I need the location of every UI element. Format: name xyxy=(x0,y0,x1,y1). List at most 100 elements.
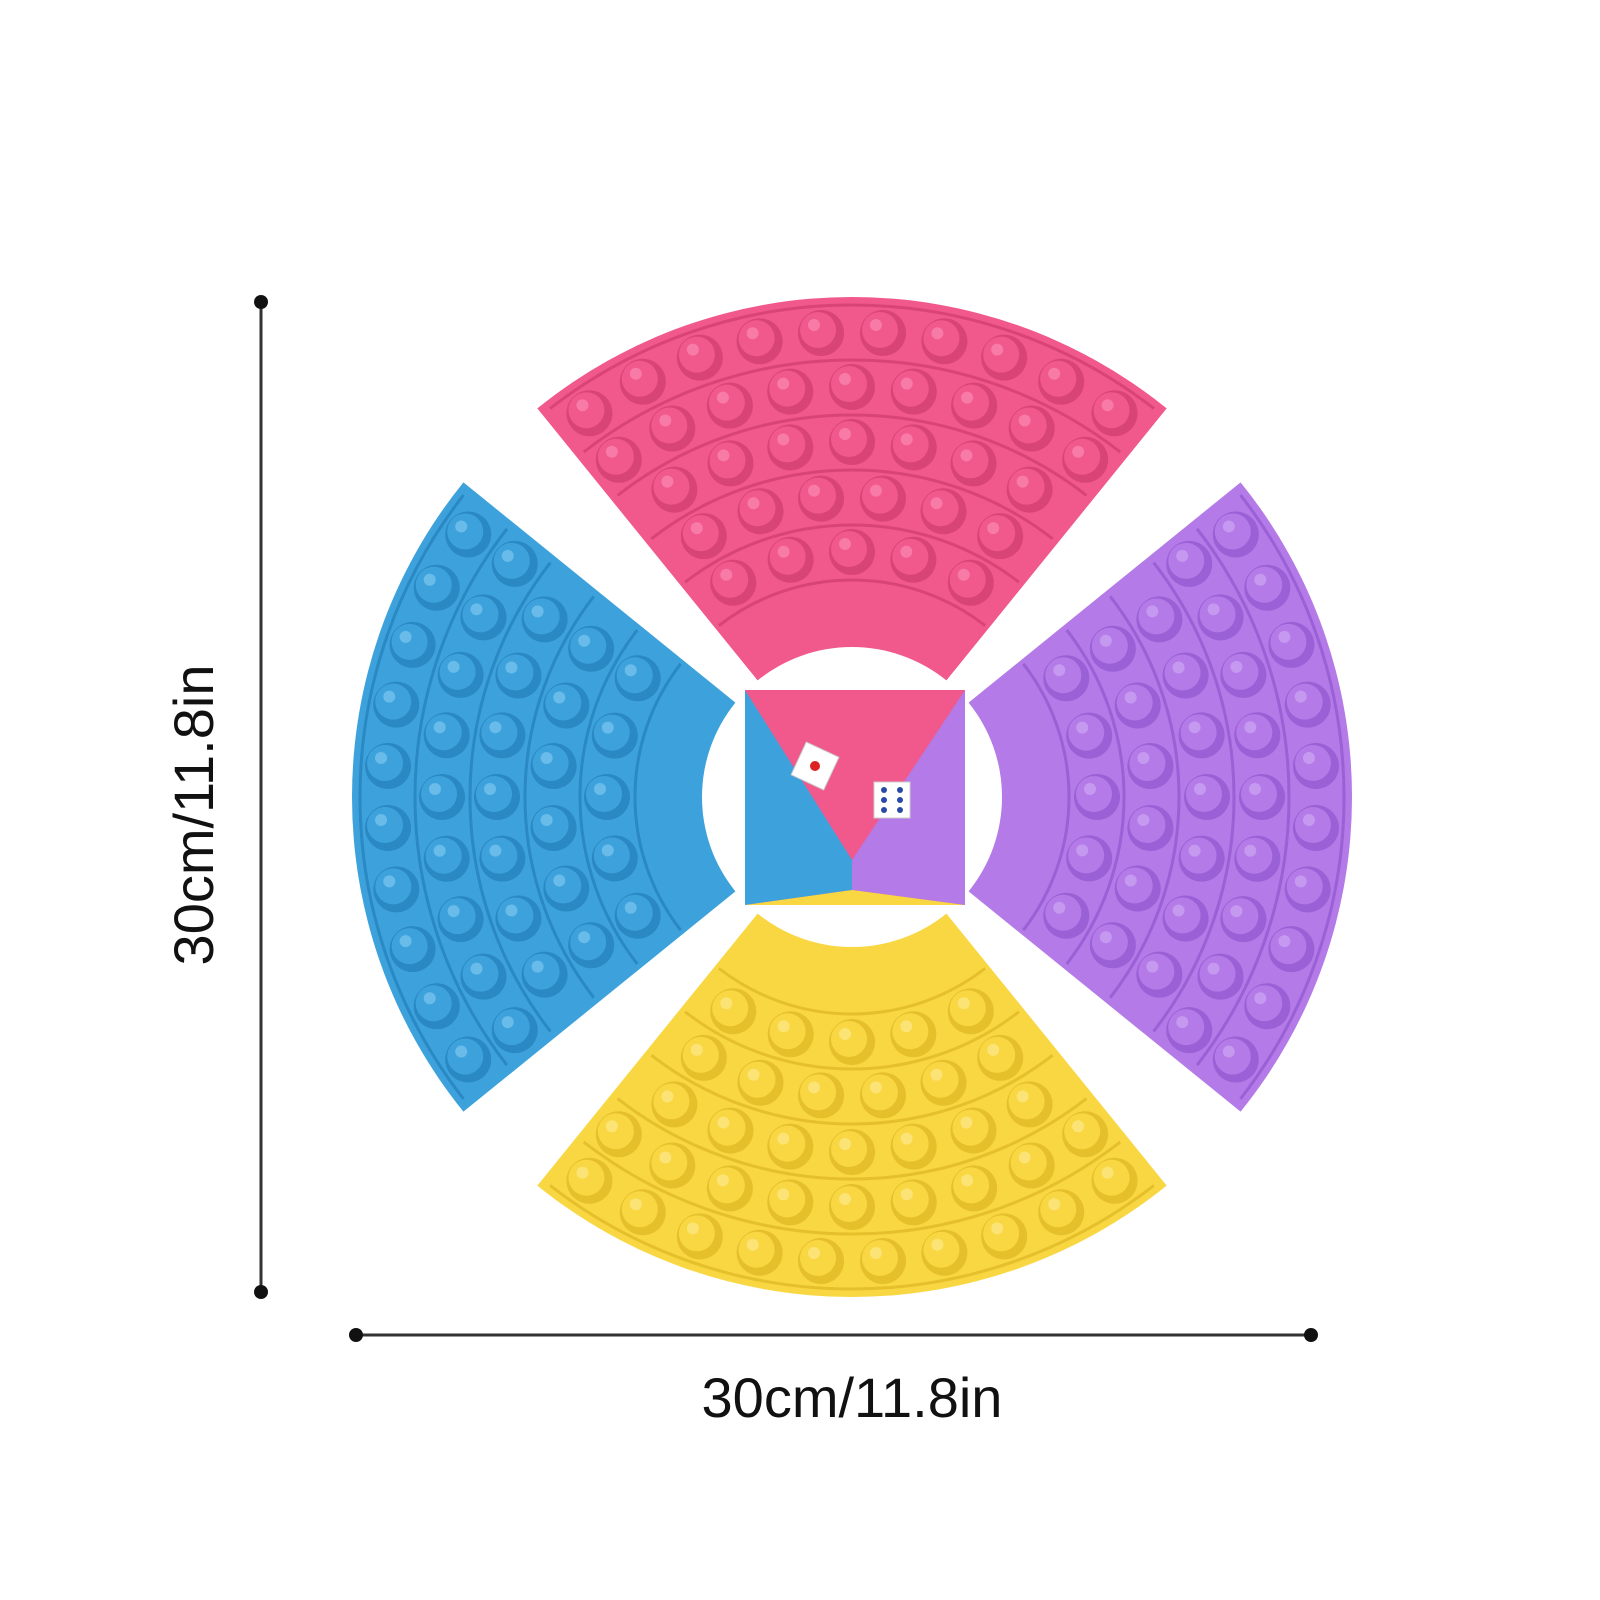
bubble-top xyxy=(831,421,867,457)
bubble-shine xyxy=(1244,721,1257,734)
ring-groove xyxy=(650,468,1054,540)
bubble-shine xyxy=(690,522,703,535)
bubble-top xyxy=(1045,894,1082,931)
bubble-shine xyxy=(900,545,913,558)
bubble-shine xyxy=(900,1188,913,1201)
bubble-shine xyxy=(1101,399,1114,412)
bubble-top xyxy=(497,654,534,691)
bubble-shine xyxy=(961,391,974,404)
bubble-top xyxy=(953,384,990,421)
bubble-shine xyxy=(717,1116,730,1129)
bubble-top xyxy=(1091,924,1128,961)
bubble-shine xyxy=(624,664,637,677)
bubble-top xyxy=(1246,985,1283,1022)
bubble-shine xyxy=(746,1238,759,1251)
bubble-top xyxy=(922,490,959,527)
bubble-top xyxy=(593,837,630,874)
bubble-shine xyxy=(1254,573,1267,586)
bubble-top xyxy=(952,442,989,479)
bubble-shine xyxy=(1146,605,1159,618)
bubble-shine xyxy=(1018,414,1031,427)
bubble-shine xyxy=(900,1020,913,1033)
bubble-top xyxy=(1076,776,1112,812)
bubble-shine xyxy=(1244,844,1257,857)
bubble-top xyxy=(1286,868,1323,905)
ring-groove xyxy=(358,494,465,1100)
ring-groove xyxy=(549,303,1155,410)
height-label: 30cm/11.8in xyxy=(162,665,225,966)
bubble-shine xyxy=(931,327,944,340)
bubble-top xyxy=(712,561,749,598)
bubble-top xyxy=(1246,566,1283,603)
bubble-shine xyxy=(747,1068,760,1081)
bubble-shine xyxy=(1176,549,1189,562)
bubble-shine xyxy=(455,1045,468,1058)
bubble-top xyxy=(708,384,745,421)
bubble-top xyxy=(800,477,837,514)
bubble-shine xyxy=(1230,660,1243,673)
bubble-shine xyxy=(930,497,943,510)
bubble-shine xyxy=(777,377,790,390)
bubble-top xyxy=(738,320,775,357)
bubble-shine xyxy=(375,813,388,826)
bubble-top xyxy=(861,1074,898,1111)
ring-groove xyxy=(549,1184,1155,1291)
bubble-top xyxy=(769,1125,806,1162)
bubble-shine xyxy=(720,997,733,1010)
bubble-shine xyxy=(1207,962,1220,975)
die-pip xyxy=(897,807,903,813)
bubble-top xyxy=(523,598,560,635)
bubble-top xyxy=(678,336,715,373)
bubble-top xyxy=(462,955,499,992)
bubble-shine xyxy=(746,327,759,340)
bubble-top xyxy=(1186,776,1222,812)
bubble-top xyxy=(1168,542,1205,579)
bubble-shine xyxy=(869,484,882,497)
bubble-shine xyxy=(991,1222,1004,1235)
bubble-shine xyxy=(960,449,973,462)
bubble-top xyxy=(861,312,898,349)
bubble-shine xyxy=(777,1132,790,1145)
bubble-top xyxy=(439,653,476,690)
ring-groove xyxy=(413,527,509,1067)
bubble-shine xyxy=(470,962,483,975)
bubble-shine xyxy=(629,1198,642,1211)
bubble-top xyxy=(831,1186,867,1222)
bubble-shine xyxy=(455,520,468,533)
bubble-top xyxy=(953,1167,990,1204)
bubble-shine xyxy=(1146,960,1159,973)
hub-blue xyxy=(745,690,852,905)
width-label: 30cm/11.8in xyxy=(702,1366,1003,1429)
bubble-shine xyxy=(1278,630,1291,643)
bubble-top xyxy=(1068,837,1105,874)
bubble-top xyxy=(653,468,690,505)
bubble-shine xyxy=(1099,634,1112,647)
bubble-top xyxy=(1286,683,1323,720)
ring-groove xyxy=(1065,629,1126,965)
bubble-top xyxy=(1040,1191,1077,1228)
bubble-top xyxy=(709,442,746,479)
bubble-top xyxy=(1010,1144,1047,1181)
bubble-top xyxy=(651,1144,688,1181)
bubble-shine xyxy=(423,992,436,1005)
ring-groove xyxy=(1022,662,1071,932)
bubble-top xyxy=(597,1113,634,1150)
bubble-top xyxy=(949,561,986,598)
bubble-top xyxy=(831,1131,867,1167)
bubble-top xyxy=(1138,953,1175,990)
bubble-shine xyxy=(839,373,851,385)
bubble-top xyxy=(415,566,452,603)
bubble-shine xyxy=(987,522,1000,535)
bubble-top xyxy=(682,1036,719,1073)
bubble-top xyxy=(425,837,462,874)
bubble-top xyxy=(568,1159,605,1196)
bubble-top xyxy=(1270,623,1307,660)
bubble-shine xyxy=(960,1116,973,1129)
bubble-shine xyxy=(383,690,396,703)
ring-groove xyxy=(1152,561,1236,1033)
bubble-shine xyxy=(716,1174,729,1187)
bubble-shine xyxy=(1302,813,1315,826)
bubble-top xyxy=(831,531,867,567)
bubble-top xyxy=(1008,468,1045,505)
